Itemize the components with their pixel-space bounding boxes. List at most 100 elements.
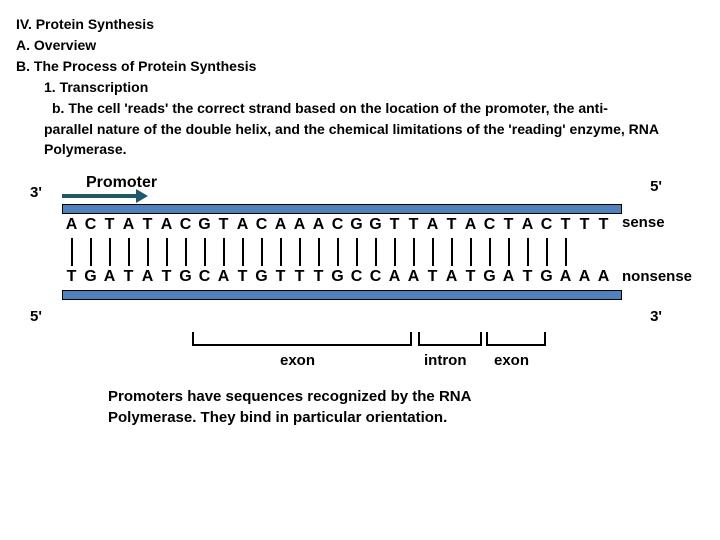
base-letter: G [537,268,556,286]
base-letter: T [119,268,138,286]
base-letter: T [233,268,252,286]
base-letter: A [423,216,442,234]
base-letter: A [461,216,480,234]
bond-line [223,238,225,266]
bond-line [394,238,396,266]
label-5prime-top: 5' [650,178,662,195]
base-letter: G [176,268,195,286]
bond-line [280,238,282,266]
base-letter: G [195,216,214,234]
strand-bar-bottom [62,290,622,300]
base-letter: T [442,216,461,234]
bond-line [451,238,453,266]
bracket [418,332,482,346]
bond-line [318,238,320,266]
antisense-sequence: TGATATGCATGTTTGCCAATATGATGAAA [62,268,652,286]
base-letter: T [575,216,594,234]
bond-line [546,238,548,266]
bond-line [71,238,73,266]
bracket-label: exon [280,352,315,369]
base-letter: T [385,216,404,234]
base-letter: T [556,216,575,234]
base-letter: T [138,216,157,234]
bracket [192,332,412,346]
dna-diagram: 3' Promoter 5' ACTATACGTACAAACGGTTATACTA… [0,178,720,374]
exon-intron-brackets: exon intron exon [62,326,622,374]
bond-line [299,238,301,266]
base-letter: A [556,268,575,286]
bracket-label: exon [494,352,529,369]
bond-line [147,238,149,266]
bond-line [185,238,187,266]
bond-line [432,238,434,266]
base-letter: T [499,216,518,234]
bond-line [375,238,377,266]
outline-l2: A. Overview [16,35,704,56]
base-letter: T [461,268,480,286]
bond-line [489,238,491,266]
base-letter: G [81,268,100,286]
bond-line [527,238,529,266]
outline-l5: b. The cell 'reads' the correct strand b… [16,98,704,119]
base-letter: C [252,216,271,234]
bond-line [337,238,339,266]
bracket-label: intron [424,352,467,369]
base-letter: C [195,268,214,286]
promoter-arrow-shaft [62,194,138,198]
promoter-row: 3' Promoter 5' [62,178,720,200]
base-letter: T [157,268,176,286]
base-letter: T [423,268,442,286]
bracket [486,332,546,346]
bond-line [109,238,111,266]
description-text: Promoters have sequences recognized by t… [0,386,520,430]
bond-line [204,238,206,266]
base-letter: T [290,268,309,286]
base-letter: A [233,216,252,234]
base-letter: A [594,268,613,286]
bond-line [565,238,567,266]
base-letter: G [252,268,271,286]
base-letter: A [385,268,404,286]
base-letter: A [119,216,138,234]
base-letter: C [328,216,347,234]
base-letter: T [518,268,537,286]
bond-line [90,238,92,266]
base-letter: C [537,216,556,234]
outline-l6: parallel nature of the double helix, and… [16,119,704,160]
base-letter: C [176,216,195,234]
hydrogen-bonds [62,238,622,266]
nonsense-label: nonsense [622,268,692,285]
base-letter: A [309,216,328,234]
base-letter: C [347,268,366,286]
base-letter: C [81,216,100,234]
base-letter: A [518,216,537,234]
base-letter: A [404,268,423,286]
outline-l3: B. The Process of Protein Synthesis [16,56,704,77]
bond-line [242,238,244,266]
base-letter: G [480,268,499,286]
base-letter: T [594,216,613,234]
bond-line [470,238,472,266]
base-letter: A [100,268,119,286]
base-letter: G [328,268,347,286]
sense-sequence: ACTATACGTACAAACGGTTATACTACTTT [62,216,652,234]
base-letter: A [290,216,309,234]
bond-line [128,238,130,266]
base-letter: A [442,268,461,286]
bond-line [413,238,415,266]
base-letter: C [366,268,385,286]
base-letter: T [100,216,119,234]
base-letter: A [499,268,518,286]
label-3prime-bottom: 3' [650,308,662,325]
base-letter: T [214,216,233,234]
base-letter: T [309,268,328,286]
base-letter: G [347,216,366,234]
bottom-labels-row: 5' 3' [62,300,720,322]
base-letter: A [62,216,81,234]
strand-bar-top [62,204,622,214]
base-letter: G [366,216,385,234]
bond-line [508,238,510,266]
outline-l1: IV. Protein Synthesis [16,14,704,35]
base-letter: A [575,268,594,286]
sense-sequence-row: ACTATACGTACAAACGGTTATACTACTTT sense [62,216,652,238]
